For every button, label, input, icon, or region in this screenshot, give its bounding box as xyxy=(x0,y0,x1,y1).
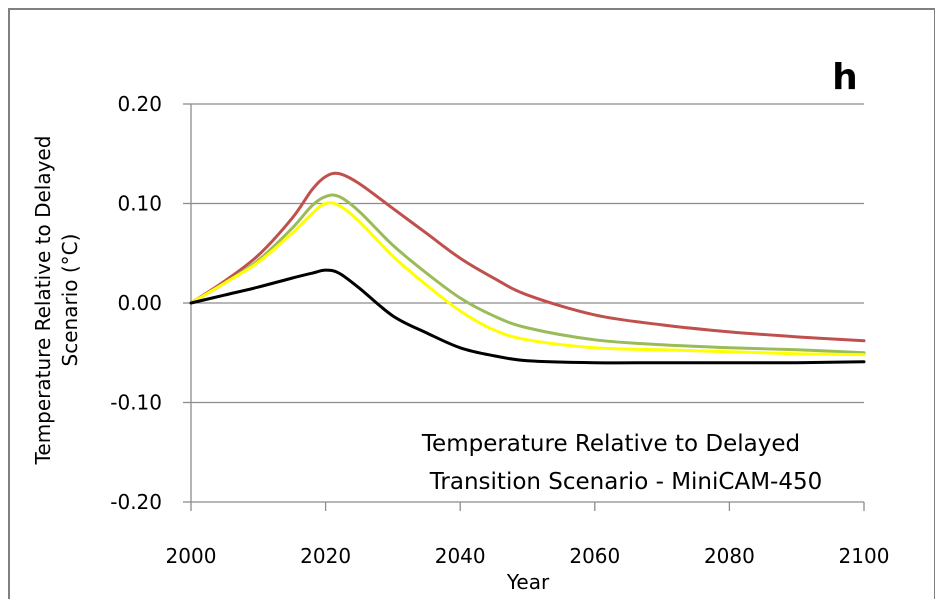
y-tick-label: -0.10 xyxy=(110,391,162,415)
x-tick-label: 2080 xyxy=(704,544,755,568)
x-tick-label: 2060 xyxy=(569,544,620,568)
series-line-black xyxy=(189,268,866,365)
annotation-line-2: Transition Scenario - MiniCAM-450 xyxy=(429,469,822,495)
tick-labels: 0.20 0.10 0.00 -0.10 -0.20 2000 2020 2040 2060 20… xyxy=(110,92,889,568)
y-tick-label: -0.20 xyxy=(110,490,162,514)
series-lines xyxy=(189,171,866,365)
panel-letter: h xyxy=(832,57,858,98)
series-line-green xyxy=(189,193,866,355)
x-axis-title: Year xyxy=(506,570,550,594)
y-axis-title-line-2: Scenario (°C) xyxy=(58,234,82,367)
y-tick-label: 0.20 xyxy=(117,92,162,116)
x-tick-label: 2020 xyxy=(300,544,351,568)
y-tick-label: 0.10 xyxy=(117,192,162,216)
y-axis-title: Temperature Relative to Delayed Scenario… xyxy=(31,136,82,466)
y-axis-title-line-1: Temperature Relative to Delayed xyxy=(31,136,55,466)
x-tick-label: 2040 xyxy=(435,544,486,568)
x-tick-label: 2100 xyxy=(839,544,890,568)
annotation: Temperature Relative to Delayed Transiti… xyxy=(421,431,822,495)
annotation-line-1: Temperature Relative to Delayed xyxy=(421,431,800,457)
gridlines xyxy=(191,103,864,503)
y-tick-label: 0.00 xyxy=(117,291,162,315)
x-tick-label: 2000 xyxy=(166,544,217,568)
series-line-yellow xyxy=(189,201,866,357)
series-line-red xyxy=(189,171,866,343)
